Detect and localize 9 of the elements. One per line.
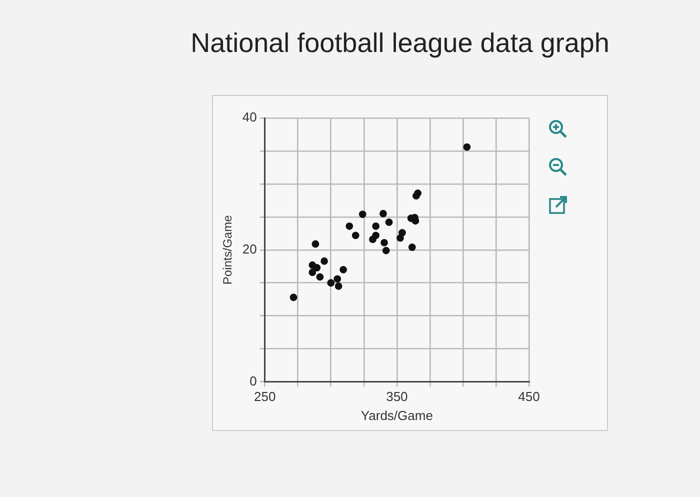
chart-title: National football league data graph (190, 28, 610, 59)
x-tick-label: 450 (518, 389, 540, 404)
y-tick-label: 40 (242, 110, 257, 125)
x-axis-title: Yards/Game (360, 408, 433, 423)
x-tick-label: 250 (254, 389, 276, 404)
y-tick-label: 20 (242, 241, 257, 256)
y-tick-label: 0 (250, 373, 257, 388)
x-tick-label: 350 (386, 389, 408, 404)
y-axis-title: Points/Game (220, 214, 235, 285)
